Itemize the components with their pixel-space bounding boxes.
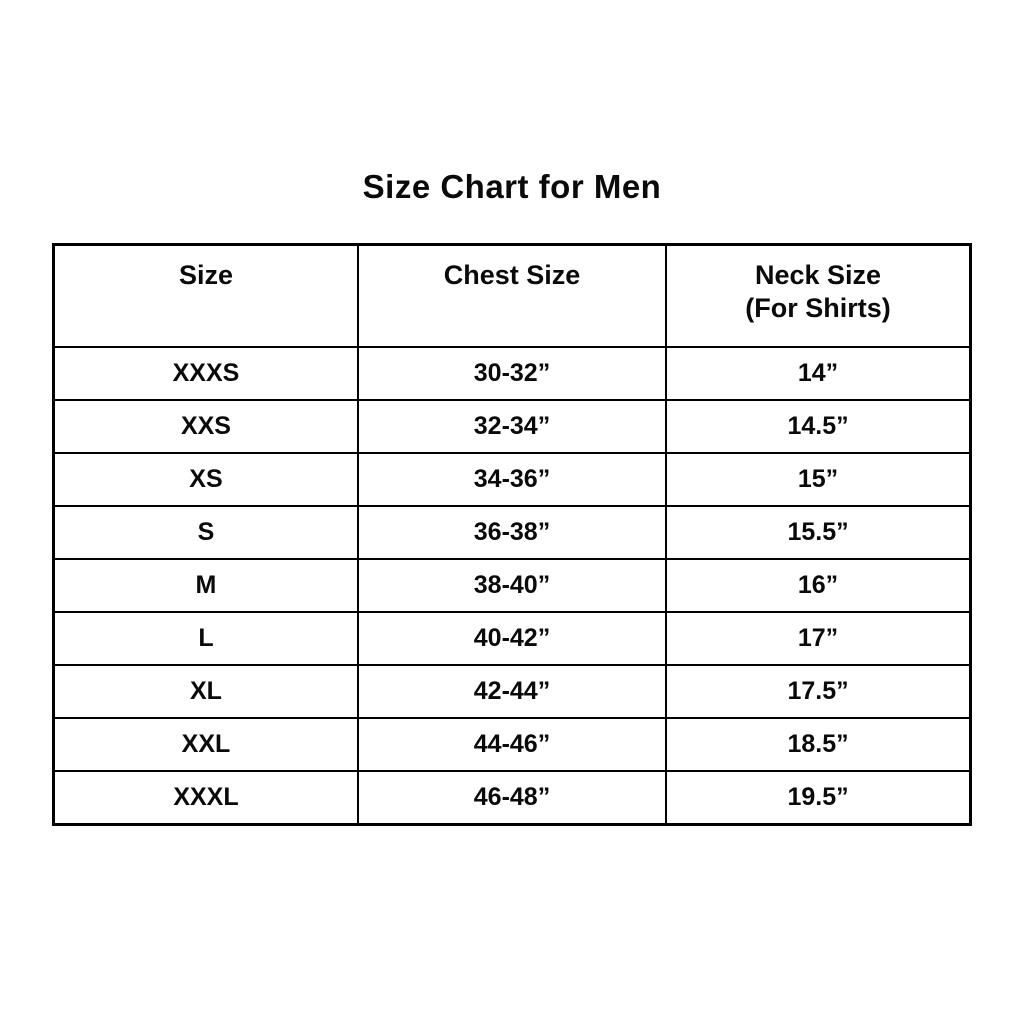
neck-size-cell: 14”	[665, 346, 972, 401]
header-row: Size Chest Size Neck Size (For Shirts)	[52, 243, 972, 348]
chest-size-cell: 38-40”	[356, 558, 668, 613]
size-cell: XS	[52, 452, 359, 507]
size-cell: XL	[52, 664, 359, 719]
size-cell: M	[52, 558, 359, 613]
table-row: XXXL 46-48” 19.5”	[52, 770, 972, 826]
size-cell: XXL	[52, 717, 359, 772]
column-header-chest-size-label: Chest Size	[443, 260, 581, 290]
size-cell: XXS	[52, 399, 359, 454]
size-cell: S	[52, 505, 359, 560]
chest-size-cell: 36-38”	[356, 505, 668, 560]
chest-size-cell: 32-34”	[356, 399, 668, 454]
table-row: XXXS 30-32” 14”	[52, 346, 972, 401]
size-cell: XXXS	[52, 346, 359, 401]
chest-size-cell: 34-36”	[356, 452, 668, 507]
neck-size-cell: 17.5”	[665, 664, 972, 719]
table-row: XXS 32-34” 14.5”	[52, 399, 972, 454]
chest-size-cell: 40-42”	[356, 611, 668, 666]
chest-size-cell: 44-46”	[356, 717, 668, 772]
neck-size-cell: 19.5”	[665, 770, 972, 826]
table-row: XS 34-36” 15”	[52, 452, 972, 507]
page-title: Size Chart for Men	[362, 168, 662, 205]
table-row: XXL 44-46” 18.5”	[52, 717, 972, 772]
chest-size-cell: 30-32”	[356, 346, 668, 401]
column-header-neck-size-sublabel: (For Shirts)	[745, 293, 891, 323]
chest-size-cell: 46-48”	[356, 770, 668, 826]
column-header-neck-size: Neck Size (For Shirts)	[665, 243, 972, 348]
table-row: S 36-38” 15.5”	[52, 505, 972, 560]
neck-size-cell: 16”	[665, 558, 972, 613]
chest-size-cell: 42-44”	[356, 664, 668, 719]
column-header-neck-size-label: Neck Size	[754, 260, 882, 290]
size-chart-table: Size Chest Size Neck Size (For Shirts) X…	[52, 243, 972, 826]
size-cell: L	[52, 611, 359, 666]
size-cell: XXXL	[52, 770, 359, 826]
column-header-size: Size	[52, 243, 359, 348]
column-header-size-label: Size	[178, 260, 233, 290]
table-row: L 40-42” 17”	[52, 611, 972, 666]
table-row: XL 42-44” 17.5”	[52, 664, 972, 719]
neck-size-cell: 15.5”	[665, 505, 972, 560]
neck-size-cell: 17”	[665, 611, 972, 666]
table-row: M 38-40” 16”	[52, 558, 972, 613]
neck-size-cell: 14.5”	[665, 399, 972, 454]
neck-size-cell: 15”	[665, 452, 972, 507]
column-header-chest-size: Chest Size	[356, 243, 668, 348]
neck-size-cell: 18.5”	[665, 717, 972, 772]
